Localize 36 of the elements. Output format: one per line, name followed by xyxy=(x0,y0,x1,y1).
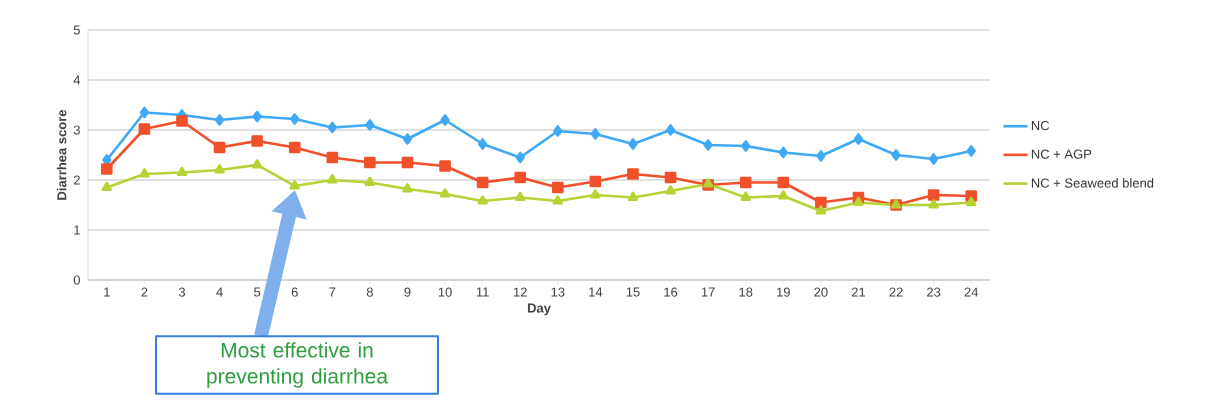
legend-label: NC xyxy=(1031,120,1050,131)
x-tick-label: 15 xyxy=(626,287,640,297)
legend-label: NC + AGP xyxy=(1031,149,1092,159)
x-tick-label: 4 xyxy=(216,287,223,297)
y-axis-title: Diarrhea score xyxy=(56,109,67,200)
y-tick-label: 1 xyxy=(74,225,80,235)
y-tick-label: 5 xyxy=(73,25,80,35)
x-tick-label: 22 xyxy=(889,287,903,297)
x-axis-title: Day xyxy=(527,303,551,316)
x-tick-label: 10 xyxy=(438,287,452,297)
x-tick-label: 20 xyxy=(814,287,828,297)
x-tick-label: 2 xyxy=(141,287,148,297)
x-tick-label: 6 xyxy=(291,287,298,297)
x-tick-label: 7 xyxy=(329,287,336,297)
x-tick-label: 16 xyxy=(664,287,678,297)
x-tick-label: 19 xyxy=(777,287,790,297)
x-tick-label: 5 xyxy=(254,287,261,297)
x-tick-label: 21 xyxy=(851,287,866,297)
y-tick-label: 4 xyxy=(73,75,81,85)
legend-label: NC + Seaweed blend xyxy=(1031,178,1154,188)
y-tick-label: 2 xyxy=(73,175,80,185)
x-tick-label: 18 xyxy=(739,287,753,297)
x-tick-label: 12 xyxy=(513,287,527,297)
x-tick-label: 9 xyxy=(404,287,411,297)
x-tick-label: 8 xyxy=(366,287,373,297)
x-tick-label: 3 xyxy=(178,287,186,297)
text: Most effective in preventing diarrhea xyxy=(207,342,389,388)
x-tick-label: 17 xyxy=(701,287,715,297)
y-tick-label: 3 xyxy=(73,125,80,135)
x-tick-label: 23 xyxy=(927,287,941,297)
x-tick-label: 24 xyxy=(964,287,979,297)
x-tick-label: 1 xyxy=(104,287,110,297)
y-tick-label: 0 xyxy=(73,275,80,285)
x-tick-label: 11 xyxy=(476,287,489,297)
x-tick-label: 13 xyxy=(551,287,565,297)
x-tick-label: 14 xyxy=(589,287,603,297)
